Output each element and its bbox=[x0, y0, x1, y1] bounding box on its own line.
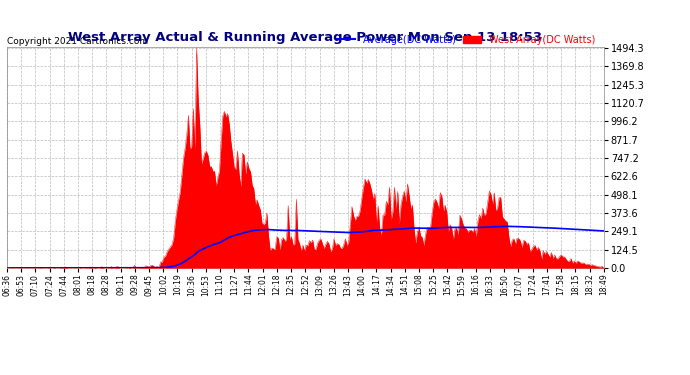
Title: West Array Actual & Running Average Power Mon Sep 13 18:53: West Array Actual & Running Average Powe… bbox=[68, 32, 542, 44]
Text: Copyright 2021 Cartronics.com: Copyright 2021 Cartronics.com bbox=[7, 37, 148, 46]
Legend: Average(DC Watts), West Array(DC Watts): Average(DC Watts), West Array(DC Watts) bbox=[333, 31, 599, 48]
